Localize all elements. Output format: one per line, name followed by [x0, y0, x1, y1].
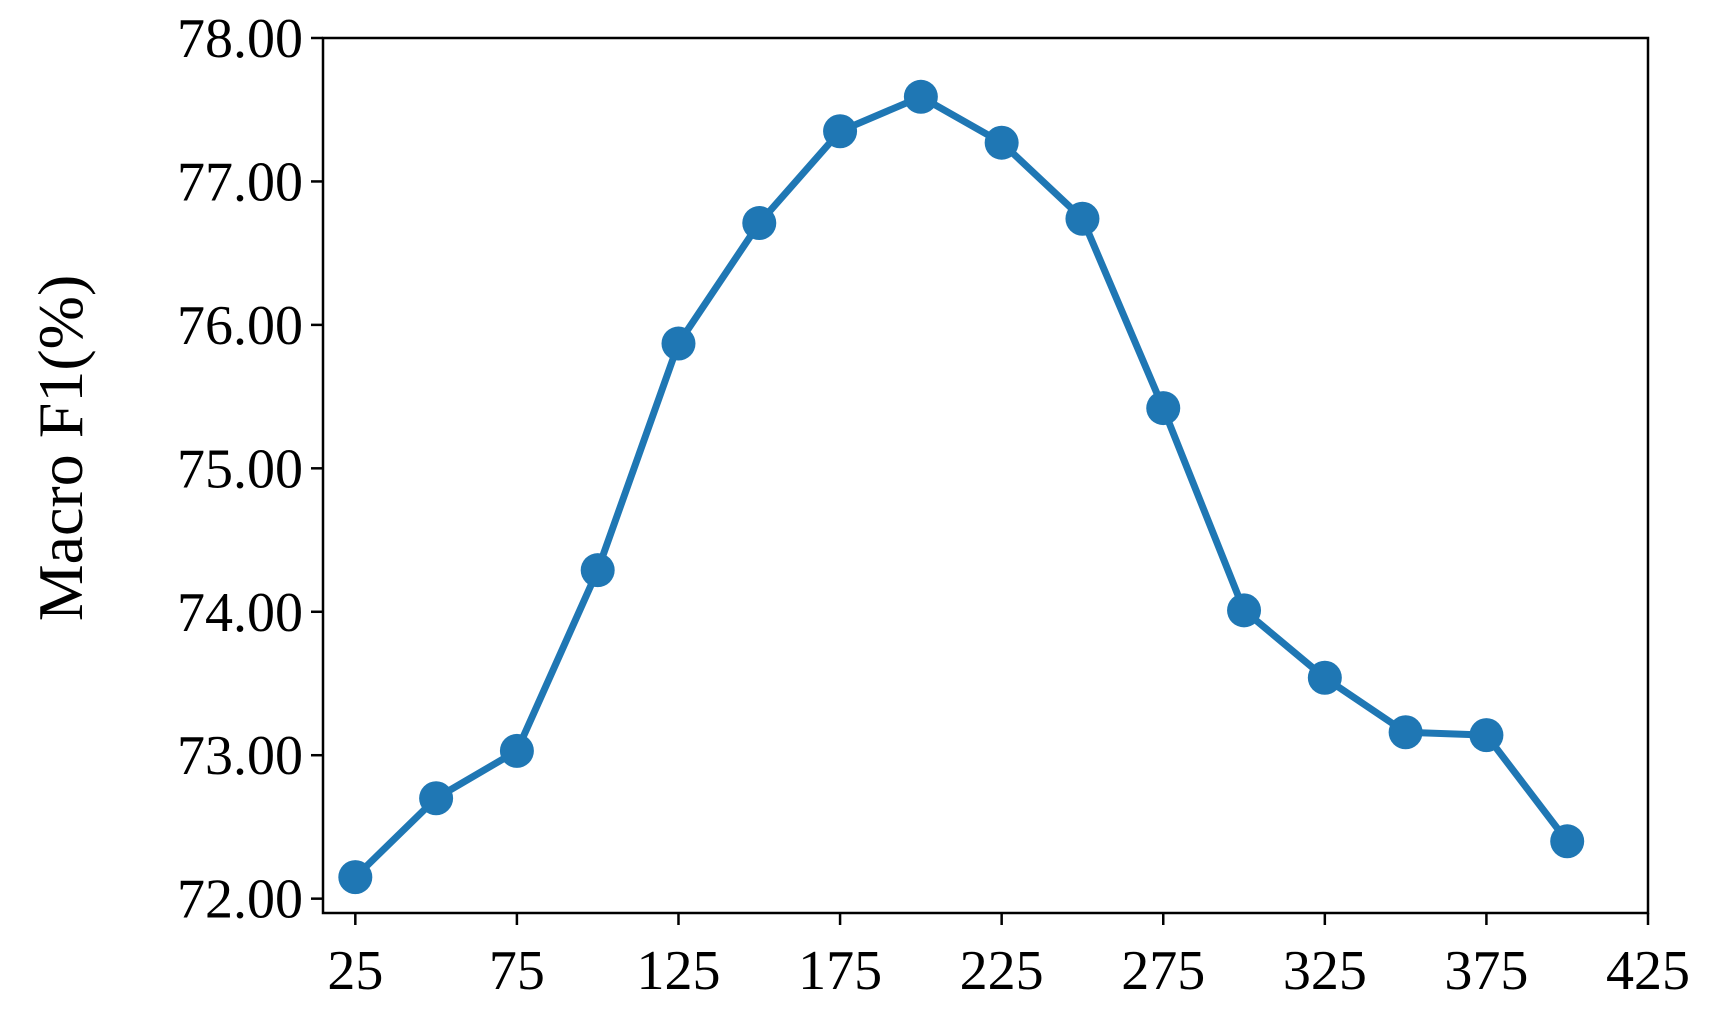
data-point [903, 79, 938, 114]
y-tick-label: 78.00 [177, 8, 303, 70]
y-tick-label: 77.00 [177, 151, 303, 213]
x-tick-label: 425 [1606, 940, 1690, 1002]
y-axis-label: Macro F1(%) [25, 275, 96, 622]
data-point [661, 326, 696, 361]
x-tick-label: 125 [636, 940, 720, 1002]
data-point [499, 733, 534, 768]
y-tick-label: 75.00 [177, 438, 303, 500]
y-tick-label: 73.00 [177, 725, 303, 787]
data-point [742, 206, 777, 241]
data-point [1469, 718, 1504, 753]
data-point [580, 553, 615, 588]
data-point [1227, 593, 1262, 628]
data-point [1065, 201, 1100, 236]
x-tick-label: 325 [1283, 940, 1367, 1002]
x-tick-label: 375 [1444, 940, 1528, 1002]
x-tick-label: 75 [489, 940, 545, 1002]
x-tick-label: 25 [327, 940, 383, 1002]
data-point [1550, 824, 1585, 859]
data-point [823, 114, 858, 149]
data-point [419, 781, 454, 816]
x-tick-label: 275 [1121, 940, 1205, 1002]
plot-frame [321, 36, 1650, 915]
data-point [338, 860, 373, 895]
y-tick-label: 76.00 [177, 295, 303, 357]
x-tick-label: 175 [798, 940, 882, 1002]
series-line [351, 93, 1571, 881]
x-axis-ticks: 25 75 125 175 225 275 325 375 425 [327, 913, 1690, 1002]
series-layer [338, 79, 1585, 895]
data-point [1146, 391, 1181, 426]
y-tick-label: 72.00 [177, 869, 303, 931]
data-point [1388, 715, 1423, 750]
y-axis-ticks: 72.00 73.00 74.00 75.00 76.00 77.00 78.00 [177, 8, 323, 931]
y-tick-label: 74.00 [177, 582, 303, 644]
data-point [984, 125, 1019, 160]
x-tick-label: 225 [960, 940, 1044, 1002]
data-point [1307, 660, 1342, 695]
